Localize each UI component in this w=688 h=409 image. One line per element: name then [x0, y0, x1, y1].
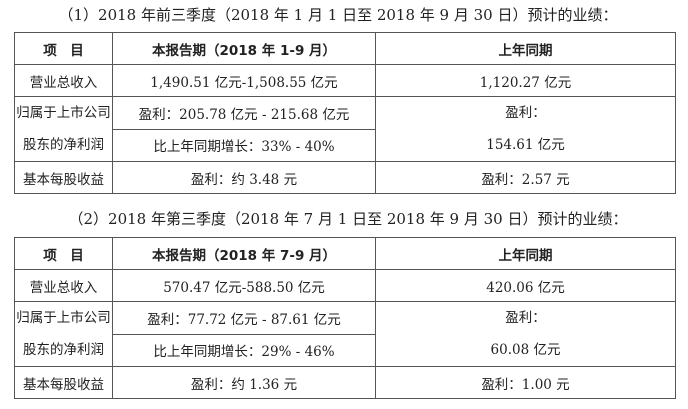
- table-header-row: 项 目 本报告期（2018 年 1-9 月） 上年同期: [14, 32, 676, 65]
- table-row: 归属于上市公司 股东的净利润 盈利：205.78 亿元 - 215.68 亿元 盈…: [14, 96, 676, 162]
- table-row: 营业总收入 570.47 亿元-588.50 亿元 420.06 亿元: [14, 269, 676, 302]
- revenue-label: 营业总收入: [14, 64, 113, 97]
- eps-prior: 盈利：2.57 元: [375, 161, 676, 194]
- eps-label: 基本每股收益: [14, 161, 113, 194]
- eps-label: 基本每股收益: [14, 366, 113, 399]
- header-item: 项 目: [14, 237, 113, 270]
- label-line: 归属于上市公司: [16, 105, 111, 121]
- revenue-label: 营业总收入: [14, 269, 113, 302]
- table-header-row: 项 目 本报告期（2018 年 7-9 月） 上年同期: [14, 237, 676, 270]
- net-profit-label: 归属于上市公司 股东的净利润: [14, 96, 113, 162]
- prior-line: 154.61 亿元: [486, 137, 565, 153]
- revenue-prior: 1,120.27 亿元: [375, 64, 676, 97]
- prior-line: 60.08 亿元: [490, 342, 561, 358]
- net-profit-growth: 比上年同期增长：29% - 46%: [112, 333, 376, 367]
- header-current-period: 本报告期（2018 年 1-9 月）: [112, 32, 376, 65]
- forecast-table-q1-q3: 项 目 本报告期（2018 年 1-9 月） 上年同期 营业总收入 1,490.…: [14, 32, 676, 194]
- revenue-prior: 420.06 亿元: [375, 269, 676, 302]
- section-2-title: （2）2018 年第三季度（2018 年 7 月 1 日至 2018 年 9 月…: [68, 210, 628, 228]
- table-row: 基本每股收益 盈利：约 1.36 元 盈利：1.00 元: [14, 366, 676, 399]
- prior-line: 盈利：: [505, 310, 546, 326]
- net-profit-prior: 盈利： 154.61 亿元: [375, 96, 676, 162]
- header-current-period: 本报告期（2018 年 7-9 月）: [112, 237, 376, 270]
- label-line: 归属于上市公司: [16, 310, 111, 326]
- net-profit-growth: 比上年同期增长：33% - 40%: [112, 128, 376, 162]
- section-1-title: （1）2018 年前三季度（2018 年 1 月 1 日至 2018 年 9 月…: [58, 6, 618, 24]
- forecast-table-q3: 项 目 本报告期（2018 年 7-9 月） 上年同期 营业总收入 570.47…: [14, 237, 676, 399]
- net-profit-label: 归属于上市公司 股东的净利润: [14, 301, 113, 367]
- revenue-current: 570.47 亿元-588.50 亿元: [112, 269, 376, 302]
- table-row: 比上年同期增长：29% - 46%: [15, 333, 676, 367]
- revenue-current: 1,490.51 亿元-1,508.55 亿元: [112, 64, 376, 97]
- header-prior-period: 上年同期: [375, 237, 676, 270]
- header-item: 项 目: [14, 32, 113, 65]
- table-row: 比上年同期增长：33% - 40%: [15, 128, 676, 162]
- label-line: 股东的净利润: [23, 342, 104, 358]
- prior-line: 盈利：: [505, 105, 546, 121]
- table-row: 归属于上市公司 股东的净利润 盈利：77.72 亿元 - 87.61 亿元 盈利：…: [14, 301, 676, 367]
- table-row: 营业总收入 1,490.51 亿元-1,508.55 亿元 1,120.27 亿…: [14, 64, 676, 97]
- eps-current: 盈利：约 3.48 元: [112, 161, 376, 194]
- eps-prior: 盈利：1.00 元: [375, 366, 676, 399]
- label-line: 股东的净利润: [23, 137, 104, 153]
- net-profit-current: 盈利：77.72 亿元 - 87.61 亿元: [112, 301, 376, 335]
- net-profit-current: 盈利：205.78 亿元 - 215.68 亿元: [112, 96, 376, 130]
- header-prior-period: 上年同期: [375, 32, 676, 65]
- table-row: 基本每股收益 盈利：约 3.48 元 盈利：2.57 元: [14, 161, 676, 194]
- eps-current: 盈利：约 1.36 元: [112, 366, 376, 399]
- net-profit-prior: 盈利： 60.08 亿元: [375, 301, 676, 367]
